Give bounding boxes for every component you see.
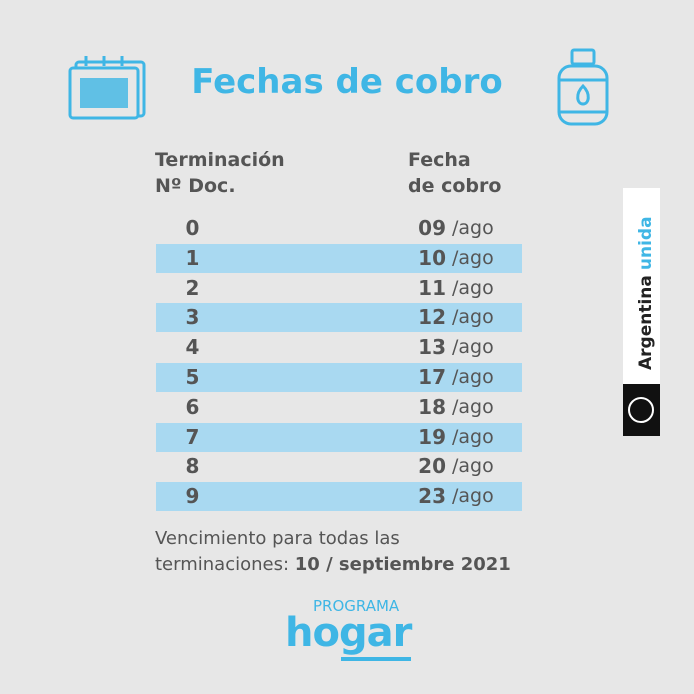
footer-date: 10 / septiembre 2021 (294, 554, 511, 575)
header-text: Fecha (408, 149, 471, 171)
table-row: 1 10/ago (156, 243, 522, 273)
gas-icon (557, 48, 609, 126)
footer-line2: terminaciones: 10 / septiembre 2021 (155, 554, 511, 575)
table-row: 8 20/ago (156, 452, 522, 481)
pay-day: 19 (418, 424, 446, 449)
doc-ending: 3 (185, 305, 200, 330)
pay-month: /ago (452, 336, 494, 359)
pay-month: /ago (452, 276, 494, 299)
logo-underline (341, 657, 411, 661)
table-row: 7 19/ago (156, 422, 522, 452)
doc-ending: 9 (185, 484, 200, 509)
pay-day: 13 (418, 335, 446, 360)
badge-bg (623, 188, 660, 384)
doc-ending: 4 (185, 335, 200, 360)
table-row: 9 23/ago (156, 482, 522, 512)
pay-month: /ago (452, 366, 494, 388)
badge-word1: Argentina (636, 275, 656, 370)
logo-program: PROGRAMA (313, 597, 400, 615)
footer-text: terminaciones: (155, 554, 290, 575)
pay-day: 17 (418, 365, 446, 389)
pay-month: /ago (452, 306, 494, 329)
pay-day: 11 (418, 275, 446, 300)
pay-day: 12 (418, 305, 446, 330)
pay-day: 18 (418, 394, 446, 419)
doc-ending: 5 (185, 365, 200, 389)
pay-day: 10 (418, 245, 446, 270)
doc-ending: 1 (185, 245, 200, 270)
pay-month: /ago (452, 395, 494, 418)
header-text: Terminación (155, 149, 285, 171)
table-row: 4 13/ago (156, 333, 522, 362)
doc-ending: 6 (185, 394, 200, 419)
table-row: 2 11/ago (156, 274, 522, 303)
pay-day: 09 (418, 216, 446, 240)
logo-name-start: hog (285, 610, 368, 656)
header-col2: Fecha de cobro (408, 147, 501, 199)
pay-month: /ago (452, 246, 494, 269)
pay-month: /ago (452, 217, 494, 239)
doc-ending: 0 (185, 216, 200, 240)
pay-month: /ago (452, 455, 494, 478)
emblem (628, 397, 654, 423)
badge-word2: unida (636, 216, 656, 270)
title: Fechas de cobro (191, 62, 503, 102)
pay-day: 20 (418, 454, 446, 479)
table-row: 3 12/ago (156, 303, 522, 333)
doc-ending: 7 (185, 424, 200, 449)
header-text: Nº Doc. (155, 175, 236, 197)
doc-ending: 8 (185, 454, 200, 479)
pay-day: 23 (418, 484, 446, 509)
header-col1: Terminación Nº Doc. (155, 147, 285, 199)
header-text: de cobro (408, 175, 502, 197)
table-row: 5 17/ago (156, 363, 522, 392)
calendar-grid (80, 78, 128, 108)
footer-line1: Vencimiento para todas las (155, 528, 400, 549)
badge-text: Argentina unida (636, 216, 656, 370)
pay-month: /ago (452, 485, 494, 508)
logo-name-end: ar (366, 610, 413, 656)
doc-ending: 2 (185, 275, 200, 300)
pay-month: /ago (452, 425, 494, 448)
table-row: 6 18/ago (156, 393, 522, 422)
logo-name: hogar (285, 610, 413, 656)
table-row: 0 09/ago (156, 214, 522, 243)
